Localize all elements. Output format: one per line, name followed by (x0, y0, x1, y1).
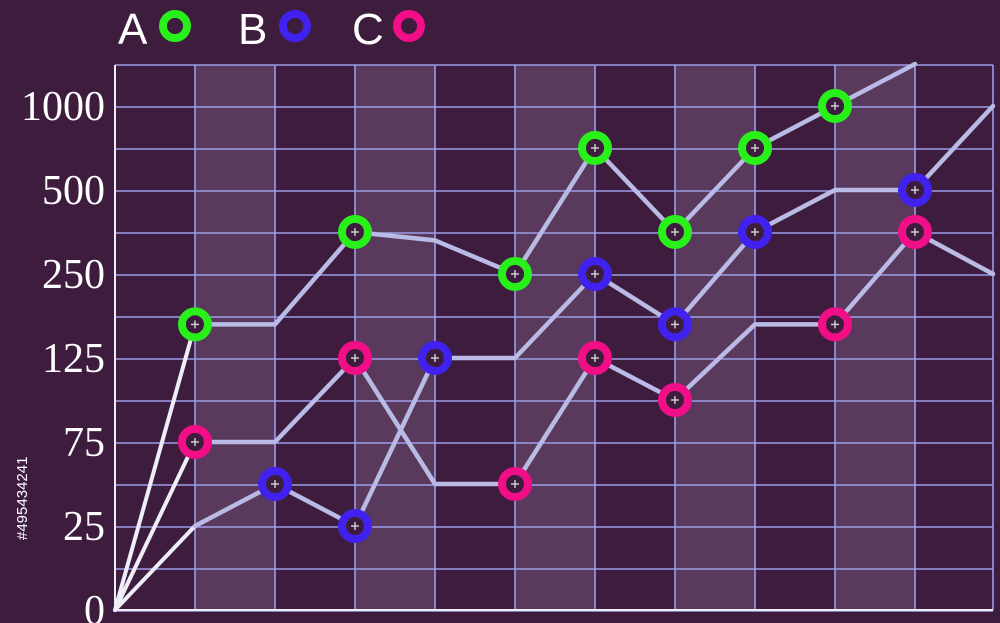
plot-band (835, 65, 915, 610)
data-point-C (818, 307, 852, 342)
data-point-A (498, 257, 532, 291)
series-markers (178, 89, 932, 543)
data-point-B (658, 307, 692, 342)
y-tick-label: 250 (42, 252, 105, 298)
series-line-A (192, 61, 918, 327)
legend-label: B (238, 5, 267, 54)
data-point-C (898, 215, 932, 249)
data-point-A (178, 307, 212, 342)
data-point-B (738, 215, 772, 249)
data-point-A (818, 89, 852, 123)
data-point-B (578, 257, 612, 291)
legend: A B C (118, 5, 425, 54)
series-line-start-B (113, 524, 197, 612)
data-point-A (658, 215, 692, 249)
legend-item-B: B (238, 5, 311, 54)
data-point-A (578, 131, 612, 165)
legend-marker (159, 10, 191, 42)
data-point-A (338, 215, 372, 249)
data-point-C (498, 467, 532, 501)
plot-band (195, 65, 275, 610)
y-tick-label: 500 (42, 168, 105, 214)
y-tick-label: 0 (84, 588, 105, 623)
legend-marker (279, 10, 311, 42)
series-line-start-A (113, 322, 197, 612)
data-point-B (258, 467, 292, 501)
y-tick-label: 125 (42, 336, 105, 382)
legend-label: C (352, 5, 384, 54)
data-point-B (898, 173, 932, 207)
y-tick-label: 75 (63, 420, 105, 466)
legend-label: A (118, 5, 148, 54)
data-point-C (658, 383, 692, 417)
data-point-C (178, 425, 212, 459)
series-line-start-C (113, 440, 197, 612)
side-code-text: #495434241 (14, 457, 31, 540)
data-point-B (418, 341, 452, 375)
y-tick-labels: 0 25 75 125 250 500 1000 (21, 84, 105, 623)
data-point-C (578, 341, 612, 375)
legend-marker (393, 10, 425, 42)
data-point-B (338, 509, 372, 543)
data-point-A (738, 131, 772, 165)
y-tick-label: 1000 (21, 84, 105, 130)
legend-item-A: A (118, 5, 191, 54)
data-point-C (338, 341, 372, 375)
y-tick-label: 25 (63, 504, 105, 550)
legend-item-C: C (352, 5, 425, 54)
axes (114, 65, 993, 611)
